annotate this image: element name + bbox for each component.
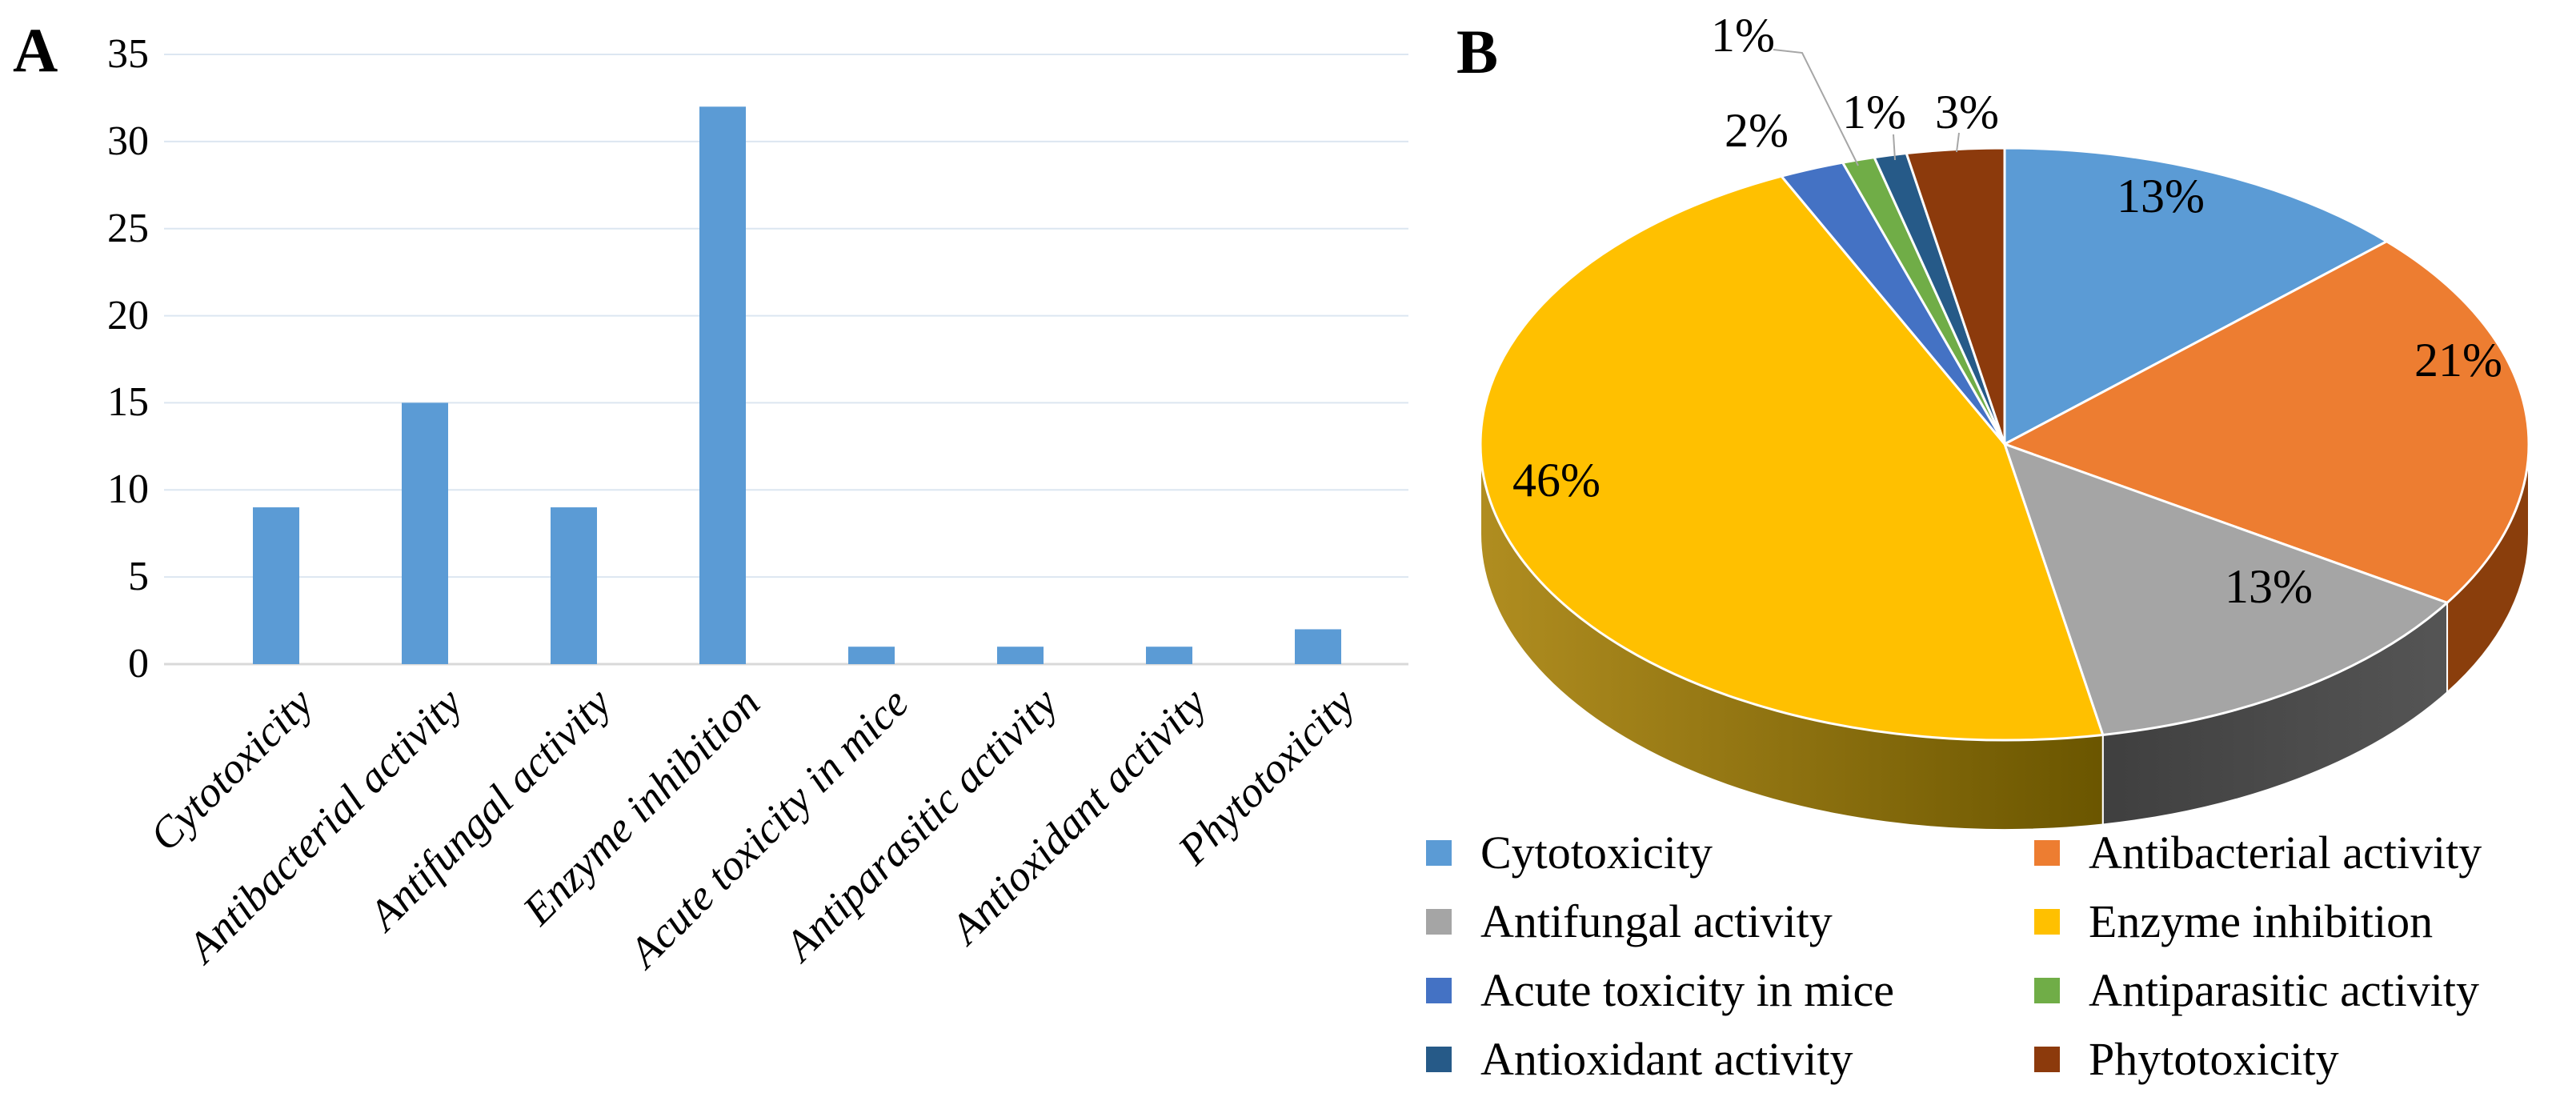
pie-percent-label: 3% (1935, 86, 1999, 138)
bar (551, 507, 597, 664)
pie-percent-label: 13% (2117, 170, 2205, 222)
bar (1295, 629, 1341, 664)
legend-color-swatch (2034, 909, 2060, 935)
leader-line (1773, 49, 1859, 166)
legend-label: Acute toxicity in mice (1480, 964, 1895, 1016)
leader-tick (1893, 134, 1896, 161)
y-tick-label: 30 (107, 118, 149, 164)
pie-percent-label: 46% (1512, 454, 1600, 506)
legend-label: Antiparasitic activity (2089, 964, 2480, 1016)
bar-series (253, 106, 1341, 665)
y-tick-label: 25 (107, 205, 149, 251)
pie-slice (2003, 442, 2449, 736)
bar (699, 106, 746, 665)
legend-label: Antioxidant activity (1480, 1033, 1853, 1085)
pie-slice (1905, 146, 2006, 446)
panel-b-label: B (1456, 17, 1499, 86)
legend-color-swatch (1426, 1047, 1452, 1072)
pie-slice (2003, 240, 2530, 604)
bar (997, 647, 1044, 664)
pie-percent-label: 2% (1725, 104, 1789, 157)
legend-label: Cytotoxicity (1480, 827, 1713, 879)
y-tick-label: 20 (107, 292, 149, 338)
bar-gridlines (164, 54, 1408, 666)
legend-color-swatch (1426, 840, 1452, 866)
pie-slices (1479, 146, 2530, 742)
legend-color-swatch (1426, 978, 1452, 1003)
pie-percent-label: 1% (1711, 9, 1775, 62)
y-tick-label: 5 (128, 554, 149, 600)
legend-label: Phytotoxicity (2089, 1033, 2339, 1085)
bar (402, 402, 448, 664)
bar (253, 507, 299, 664)
bar (848, 647, 895, 664)
y-tick-label: 15 (107, 379, 149, 426)
legend-label: Antifungal activity (1480, 895, 1833, 947)
legend-color-swatch (2034, 840, 2060, 866)
y-tick-label: 35 (107, 31, 149, 77)
bar (1146, 647, 1192, 664)
legend-color-swatch (1426, 909, 1452, 935)
legend-label: Enzyme inhibition (2089, 895, 2434, 947)
pie-percent-label: 1% (1842, 86, 1906, 138)
pie-slice (1479, 174, 2105, 742)
pie-percent-label: 21% (2414, 334, 2502, 386)
legend-color-swatch (2034, 1047, 2060, 1072)
y-tick-label: 0 (128, 641, 149, 687)
pie-leader-lines (1773, 49, 1960, 166)
pie-percent-label: 13% (2225, 560, 2313, 613)
y-tick-label: 10 (107, 466, 149, 513)
legend-color-swatch (2034, 978, 2060, 1003)
panel-a-label: A (13, 15, 58, 85)
leader-tick (1956, 132, 1960, 153)
pie-slice (2003, 146, 2388, 446)
legend-label: Antibacterial activity (2089, 827, 2482, 879)
